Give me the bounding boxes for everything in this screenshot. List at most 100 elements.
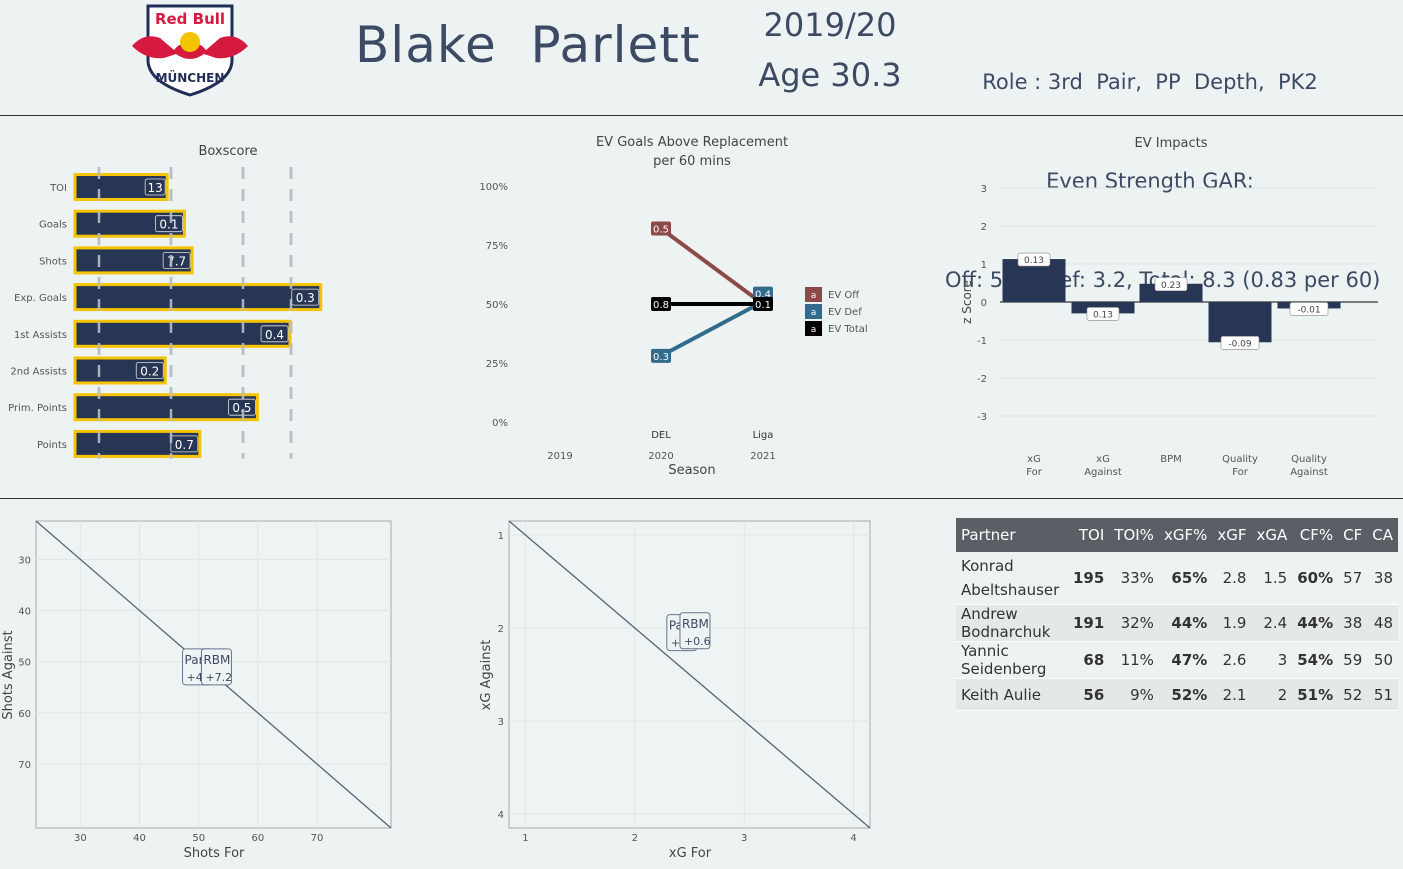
scatter-ytick: 3 — [498, 717, 504, 728]
table-cell: 2.8 — [1212, 552, 1252, 605]
ev-gar-league-label: Liga — [753, 430, 774, 441]
ev-impacts-value-box — [1154, 277, 1188, 292]
boxscore-value-label: 0.5 — [232, 401, 251, 415]
boxscore-category-label: TOI — [49, 183, 67, 194]
table-cell: 2.6 — [1212, 641, 1252, 679]
table-cell: Keith Aulie — [956, 678, 1068, 711]
header-divider — [0, 115, 1403, 116]
scatter-ytick: 60 — [18, 709, 31, 720]
ev-impacts-value-box — [1086, 307, 1120, 321]
boxscore-category-label: Points — [37, 440, 67, 451]
table-cell: 52 — [1338, 678, 1368, 711]
table-cell: 3 — [1251, 641, 1293, 679]
table-cell: 59 — [1338, 641, 1368, 679]
scatter-xtick: 60 — [252, 833, 265, 844]
table-header-cell[interactable]: Partner — [956, 518, 1068, 552]
ev-impacts-ylabel: z Score — [960, 280, 974, 324]
role-block: Role : 3rd Pair, PP Depth, PK2 Even Stre… — [945, 0, 1380, 330]
scatter-point-name: RBM — [682, 617, 709, 631]
ev-impacts-ytick: 1 — [981, 260, 987, 271]
xg-xlabel: xG For — [669, 846, 712, 861]
ev-impacts-xtick: BPM — [1160, 454, 1182, 465]
logo-top-text: Red Bull — [155, 10, 225, 28]
ev-impacts-bar — [1208, 302, 1272, 343]
table-header-cell[interactable]: TOI — [1067, 518, 1110, 552]
ev-gar-ytick: 25% — [486, 359, 508, 370]
ev-impacts-xtick: xG — [1027, 454, 1041, 465]
table-row: Keith Aulie 56 9% 52% 2.1 2 51% 52 51 — [956, 678, 1398, 711]
table-cell: 2.4 — [1251, 604, 1293, 642]
scatter-xtick: 1 — [522, 833, 528, 844]
table-header-cell[interactable]: xGF% — [1158, 518, 1213, 552]
ev-gar-point-box — [651, 221, 671, 236]
scatter-xtick: 4 — [850, 833, 856, 844]
ev-impacts-xtick: For — [1232, 467, 1249, 478]
ev-gar-legend-glyph: a — [811, 308, 817, 318]
scatter-ytick: 2 — [498, 624, 504, 635]
ev-gar-legend-key — [805, 304, 822, 319]
ev-impacts-value-label: -0.01 — [1297, 305, 1320, 315]
table-cell: 2.1 — [1212, 678, 1252, 711]
boxscore-value-box — [170, 435, 199, 453]
ev-impacts-ytick: 2 — [981, 222, 987, 233]
scatter-xtick: 3 — [741, 833, 747, 844]
table-row: Andrew Bodnarchuk 191 32% 44% 1.9 2.4 44% 38 48 — [956, 604, 1398, 642]
ev-gar-xtick: 2019 — [547, 451, 572, 462]
ev-gar-xlabel: Season — [668, 463, 715, 478]
ev-gar-point-label: 0.8 — [653, 300, 669, 311]
ev-gar-ytick: 0% — [492, 418, 508, 429]
ev-gar-point-label: 0.1 — [755, 300, 771, 311]
ev-impacts-xtick: Against — [1290, 467, 1328, 478]
partners-table: Partner TOI TOI% xGF% xGF xGA CF% CF CA Konrad A… — [956, 518, 1398, 711]
table-header-cell[interactable]: TOI% — [1109, 518, 1159, 552]
scatter-point-name: Par — [185, 653, 204, 667]
scatter-xtick: 50 — [192, 833, 205, 844]
table-cell: 38 — [1367, 552, 1398, 605]
table-header-cell[interactable]: CF — [1338, 518, 1368, 552]
table-header-row: Partner TOI TOI% xGF% xGF xGA CF% CF CA — [956, 518, 1398, 552]
ev-gar-league-label: DEL — [651, 430, 671, 441]
ev-impacts-xtick: xG — [1096, 454, 1110, 465]
table-cell: 38 — [1338, 604, 1368, 642]
table-header-cell[interactable]: CA — [1367, 518, 1398, 552]
ev-impacts-xtick: For — [1026, 467, 1043, 478]
ev-gar-point-label: 0.5 — [653, 224, 669, 235]
boxscore-value-box — [155, 215, 183, 233]
boxscore-value-label: 13 — [148, 181, 163, 195]
ev-impacts-chart: EV Impacts z Score 3 2 1 0 -1 -2 -3 xG For xG Agai… — [960, 136, 1378, 478]
table-header-cell[interactable]: CF% — [1292, 518, 1339, 552]
scatter-xtick: 40 — [133, 833, 146, 844]
boxscore-value-label: 0.1 — [159, 218, 178, 232]
ev-gar-point-box — [753, 297, 773, 311]
table-cell: 65% — [1158, 552, 1213, 605]
boxscore-category-label: Goals — [39, 220, 67, 231]
shots-xlabel: Shots For — [184, 846, 245, 861]
table-cell: 32% — [1109, 604, 1159, 642]
ev-gar-ytick: 75% — [486, 241, 508, 252]
table-header-cell[interactable]: xGA — [1251, 518, 1293, 552]
ev-gar-legend-glyph: a — [811, 325, 817, 335]
ev-gar-legend-label: EV Off — [828, 290, 860, 301]
scatter-ytick: 70 — [18, 760, 31, 771]
player-name: Blake Parlett — [355, 16, 701, 74]
boxscore-value-label: 0.7 — [175, 438, 194, 452]
ev-gar-legend-glyph: a — [811, 291, 817, 301]
ev-gar-xtick: 2020 — [648, 451, 673, 462]
table-cell: 48 — [1367, 604, 1398, 642]
ev-impacts-ytick: -2 — [977, 374, 987, 385]
scatter-xtick: 30 — [74, 833, 87, 844]
boxscore-title: Boxscore — [198, 144, 257, 159]
scatter-point-name: RBM — [203, 653, 230, 667]
table-cell: 191 — [1067, 604, 1110, 642]
boxscore-category-label: Shots — [39, 256, 67, 267]
table-cell: Konrad Abeltshauser — [956, 552, 1068, 605]
table-cell: 11% — [1109, 641, 1159, 679]
ev-impacts-ytick: -1 — [977, 336, 987, 347]
boxscore-value-box — [291, 288, 320, 306]
table-cell: 1.9 — [1212, 604, 1252, 642]
scatter-point-value: +4 — [187, 671, 203, 684]
partners-table-wrap: Partner TOI TOI% xGF% xGF xGA CF% CF CA Konrad A… — [956, 518, 1398, 711]
table-cell: Yannic Seidenberg — [956, 641, 1068, 679]
table-header-cell[interactable]: xGF — [1212, 518, 1252, 552]
